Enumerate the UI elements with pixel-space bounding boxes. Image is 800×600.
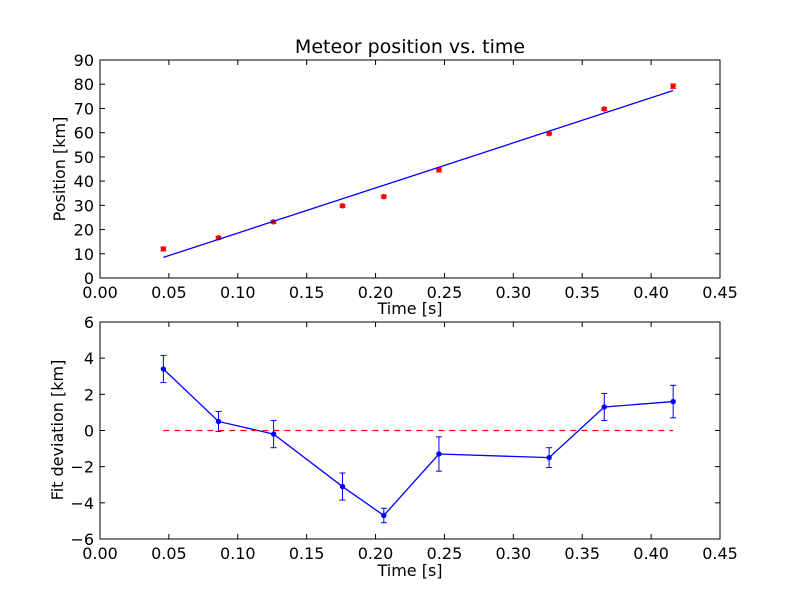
position-data-point	[339, 203, 346, 209]
deviation-x-tick-label: 0.30	[496, 544, 532, 563]
deviation-data-point	[670, 398, 676, 405]
deviation-y-tick-label: −2	[70, 458, 94, 477]
position-y-tick-label: 40	[74, 172, 94, 191]
position-chart: Meteor position vs. time 0.00 0.05 0.10 0.1…	[50, 36, 738, 318]
deviation-x-tick-label: 0.35	[564, 544, 600, 563]
deviation-data-point	[160, 366, 167, 372]
position-x-tick-label: 0.25	[427, 283, 463, 302]
deviation-y-tick-label: 0	[84, 422, 94, 441]
position-y-tick-label: 20	[74, 221, 94, 240]
position-y-tick-label: 50	[74, 148, 94, 167]
deviation-x-tick-label: 0.15	[289, 544, 325, 563]
deviation-x-tick-label: 0.25	[427, 544, 463, 563]
position-x-tick-label: 0.30	[496, 283, 532, 302]
position-data-point	[670, 83, 676, 89]
position-y-axis-label: Position [km]	[50, 117, 69, 222]
position-y-tick-label: 60	[74, 124, 94, 143]
position-x-tick-label: 0.35	[564, 283, 600, 302]
deviation-x-tick-label: 0.00	[82, 544, 118, 563]
deviation-chart: 0.00 0.05 0.10 0.15 0.20 0.25 0.30 0.35 0.40 0.45…	[48, 313, 738, 580]
deviation-plot-area	[160, 354, 677, 524]
deviation-y-tick-label: −4	[70, 494, 94, 513]
position-fit-line	[163, 89, 674, 259]
position-data-point	[436, 167, 442, 173]
position-x-tick-label: 0.40	[633, 283, 669, 302]
position-x-tick-label: 0.05	[151, 283, 187, 302]
position-x-tick-label: 0.00	[82, 283, 118, 302]
deviation-data-point	[215, 418, 222, 425]
deviation-y-tick-label: 2	[84, 385, 94, 404]
deviation-x-tick-label: 0.20	[358, 544, 394, 563]
position-data-point	[381, 193, 387, 200]
position-data-point	[160, 246, 167, 252]
position-x-tick-label: 0.45	[702, 283, 738, 302]
position-y-tick-label: 70	[74, 99, 94, 118]
position-axis-ticks: 0.00 0.05 0.10 0.15 0.20 0.25 0.30 0.35 0.40 0.45…	[74, 51, 738, 302]
deviation-x-tick-label: 0.40	[633, 544, 669, 563]
position-x-axis-label: Time [s]	[376, 299, 442, 318]
position-x-tick-label: 0.15	[289, 283, 325, 302]
position-y-tick-label: 0	[84, 269, 94, 288]
deviation-axis-ticks: 0.00 0.05 0.10 0.15 0.20 0.25 0.30 0.35 0.40 0.45…	[70, 313, 737, 563]
deviation-data-point	[381, 512, 387, 519]
deviation-y-tick-label: 4	[84, 349, 94, 368]
deviation-y-tick-label: −6	[70, 530, 94, 549]
position-y-tick-label: 30	[74, 196, 94, 215]
deviation-data-point	[546, 454, 552, 461]
deviation-y-tick-label: 6	[84, 313, 94, 332]
deviation-data-point	[436, 451, 442, 457]
deviation-deviation-line	[162, 368, 674, 517]
position-chart-title: Meteor position vs. time	[295, 36, 525, 58]
position-x-tick-label: 0.10	[220, 283, 256, 302]
deviation-x-tick-label: 0.10	[220, 544, 256, 563]
deviation-data-point	[601, 404, 607, 410]
deviation-y-axis-label: Fit deviation [km]	[48, 360, 67, 501]
deviation-x-tick-label: 0.05	[151, 544, 187, 563]
position-plot-frame	[99, 59, 721, 279]
position-data-point	[601, 106, 607, 112]
deviation-data-point	[270, 431, 277, 437]
deviation-x-tick-label: 0.45	[702, 544, 738, 563]
deviation-x-axis-label: Time [s]	[376, 561, 442, 580]
position-y-tick-label: 90	[74, 51, 94, 70]
position-plot-area	[160, 83, 677, 259]
deviation-data-point	[339, 483, 346, 490]
position-y-tick-label: 80	[74, 75, 94, 94]
position-x-tick-label: 0.20	[358, 283, 394, 302]
position-y-tick-label: 10	[74, 245, 94, 264]
